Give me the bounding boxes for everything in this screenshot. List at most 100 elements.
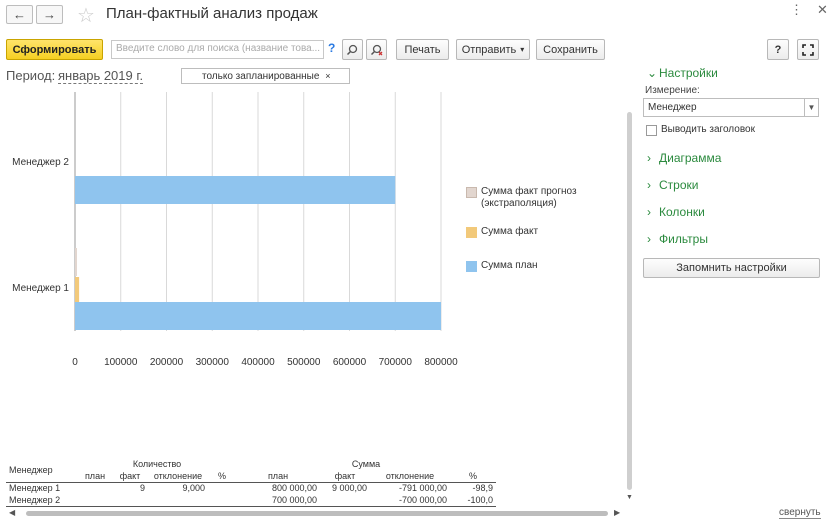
section-columns-label: Колонки (659, 205, 705, 219)
bar (75, 277, 80, 302)
find-button[interactable] (342, 39, 363, 60)
legend-label-fact: Сумма факт (481, 226, 539, 237)
chevron-right-icon: › (647, 232, 651, 246)
search-input[interactable]: Введите слово для поиска (название това.… (111, 40, 324, 59)
section-chart[interactable]: › Диаграмма (647, 151, 721, 165)
cell-s-fact: 9 000,00 (331, 483, 367, 494)
x-tick-label: 700000 (379, 357, 413, 368)
section-columns[interactable]: › Колонки (647, 205, 705, 219)
dimension-label: Измерение: (645, 85, 700, 96)
back-arrow-icon: ← (13, 7, 26, 22)
header-s-pct: % (450, 470, 496, 483)
fullscreen-icon (802, 43, 814, 56)
table-row[interactable]: Менеджер 2 700 000,00 -700 000,00 -100,0 (6, 494, 496, 507)
cancel-find-button[interactable] (366, 39, 387, 60)
show-header-checkbox[interactable] (646, 125, 657, 136)
scroll-left-icon[interactable]: ◀ (9, 508, 16, 517)
x-tick-label: 400000 (241, 357, 275, 368)
more-menu-icon[interactable]: ⋮ (790, 2, 803, 17)
cell-s-pct: -98,9 (472, 483, 493, 494)
bar (75, 248, 77, 276)
header-s-dev: отклонение (370, 470, 450, 483)
bar-chart: 0 100000 200000 300000 400000 500000 600000 700… (12, 92, 458, 368)
x-tick-label: 300000 (196, 357, 230, 368)
legend-swatch-forecast (466, 187, 477, 198)
cell-q-dev (148, 494, 208, 507)
remember-settings-button[interactable]: Запомнить настройки (643, 258, 820, 278)
cell-q-plan (78, 494, 112, 507)
collapse-link[interactable]: свернуть (779, 507, 821, 519)
select-arrow-icon[interactable]: ▼ (804, 99, 818, 116)
show-header-label: Выводить заголовок (661, 124, 755, 135)
x-tick-label: 800000 (424, 357, 458, 368)
legend-item-fact: Сумма факт (466, 226, 538, 238)
help-button[interactable]: ? (767, 39, 789, 60)
page-title: План-фактный анализ продаж (106, 5, 318, 22)
bar (75, 302, 441, 330)
legend-item-plan: Сумма план (466, 260, 538, 272)
cell-s-fact (320, 494, 370, 507)
period-link[interactable]: январь 2019 г. (58, 68, 144, 84)
filter-tag[interactable]: только запланированные × (181, 68, 350, 84)
cell-q-pct (208, 482, 236, 494)
x-tick-label: 600000 (333, 357, 367, 368)
header-s-plan: план (236, 470, 320, 483)
x-tick-label: 500000 (287, 357, 321, 368)
search-help-icon[interactable]: ? (328, 41, 336, 55)
category-label: Менеджер 1 (12, 283, 69, 294)
horizontal-scrollbar[interactable] (26, 511, 608, 516)
legend-swatch-fact (466, 227, 477, 238)
report-table: Менеджер Количество Сумма план факт откл… (6, 458, 496, 507)
section-rows[interactable]: › Строки (647, 178, 698, 192)
cell-q-dev: 9,000 (182, 483, 205, 494)
section-chart-label: Диаграмма (659, 151, 722, 165)
header-q-dev: отклонение (148, 470, 208, 483)
x-tick-label: 0 (72, 357, 78, 368)
legend-label-plan: Сумма план (481, 260, 538, 271)
header-manager: Менеджер (6, 458, 78, 483)
bar (75, 176, 396, 204)
generate-button[interactable]: Сформировать (6, 39, 103, 60)
section-filters[interactable]: › Фильтры (647, 232, 708, 246)
header-q-plan: план (78, 470, 112, 483)
send-label: Отправить (461, 43, 517, 56)
chevron-right-icon: › (647, 205, 651, 219)
x-tick-label: 100000 (104, 357, 138, 368)
dimension-select[interactable]: Менеджер ▼ (643, 98, 819, 117)
chevron-right-icon: › (647, 151, 651, 165)
dropdown-arrow-icon: ▾ (520, 45, 525, 54)
cell-s-plan: 800 000,00 (271, 483, 317, 494)
section-settings[interactable]: ⌄ Настройки (647, 66, 718, 80)
back-button[interactable]: ← (6, 5, 33, 24)
cell-q-plan (78, 482, 112, 494)
save-button[interactable]: Сохранить (536, 39, 605, 60)
close-icon[interactable]: ✕ (817, 2, 828, 17)
header-q-pct: % (208, 470, 236, 483)
legend-item-forecast: Сумма факт прогноз (экстраполяция) (466, 186, 596, 210)
cell-q-fact (112, 494, 148, 507)
header-s-fact: факт (320, 470, 370, 483)
legend-swatch-plan (466, 261, 477, 272)
scroll-right-icon[interactable]: ▶ (614, 508, 621, 517)
print-button[interactable]: Печать (396, 39, 449, 60)
table-row[interactable]: Менеджер 1 9 9,000 800 000,00 9 000,00 -… (6, 482, 496, 494)
favorite-star-icon[interactable]: ☆ (77, 5, 95, 27)
vertical-scrollbar[interactable] (627, 112, 632, 490)
legend-label-forecast: Сумма факт прогноз (экстраполяция) (481, 186, 577, 209)
cell-s-pct: -100,0 (450, 494, 496, 507)
header-q-fact: факт (112, 470, 148, 483)
forward-arrow-icon: → (43, 7, 56, 22)
dimension-value: Менеджер (648, 102, 697, 113)
cell-q-fact: 9 (139, 483, 145, 494)
filter-remove-icon[interactable]: × (325, 71, 331, 81)
scroll-down-icon[interactable]: ▼ (626, 494, 633, 501)
row-name: Менеджер 2 (6, 494, 78, 507)
filter-tag-label: только запланированные (202, 71, 320, 82)
chevron-right-icon: › (647, 178, 651, 192)
send-button[interactable]: Отправить ▾ (456, 39, 530, 60)
period-label: Период: (6, 68, 56, 83)
category-label: Менеджер 2 (12, 157, 69, 168)
fullscreen-button[interactable] (797, 39, 819, 60)
forward-button[interactable]: → (36, 5, 63, 24)
header-sum: Сумма (351, 459, 381, 469)
